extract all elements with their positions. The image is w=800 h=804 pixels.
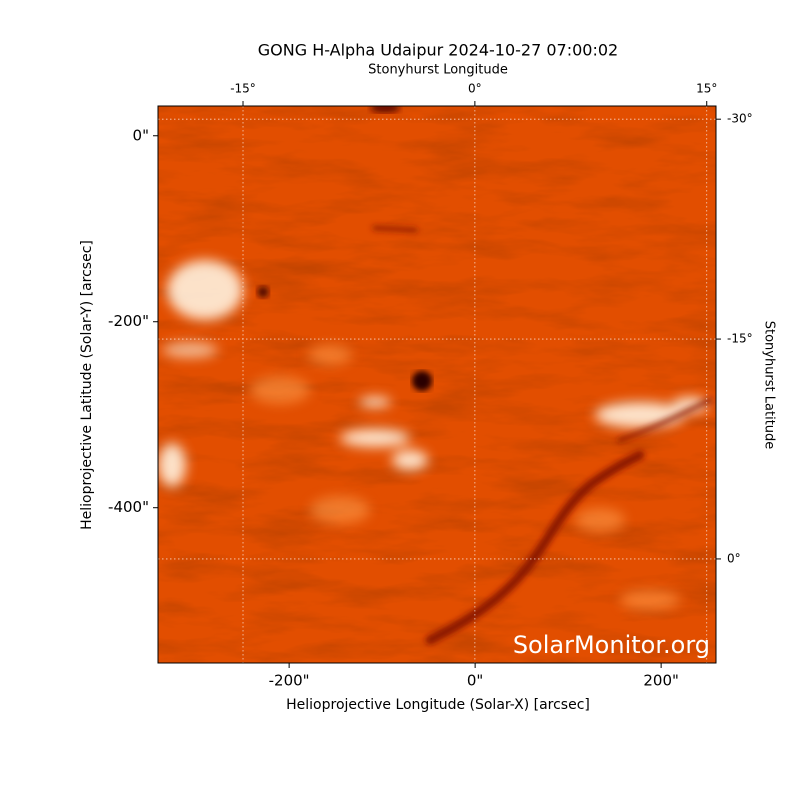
y-tick-label: -200" [108, 312, 149, 330]
y-tick-label: -400" [108, 498, 149, 516]
x-tick-label: 0" [467, 672, 483, 690]
x-tick-label: -200" [269, 672, 310, 690]
axes: -200" 0" 200" 0" -200" -400" -15° 0° 15° 0° -15° -3… [108, 82, 753, 690]
title: GONG H-Alpha Udaipur 2024-10-27 07:00:02 [258, 41, 618, 60]
y2-label: Stonyhurst Latitude [762, 321, 777, 450]
solar-image [158, 106, 716, 663]
y2-tick-label: -15° [727, 332, 753, 346]
x-tick-label: 200" [643, 672, 679, 690]
x2-tick-label: 15° [696, 82, 717, 96]
y2-tick-label: -30° [727, 112, 753, 126]
x-label: Helioprojective Longitude (Solar-X) [arc… [286, 697, 590, 713]
watermark: SolarMonitor.org [513, 631, 710, 659]
plot-frame [157, 105, 717, 664]
y2-tick-label: 0° [727, 551, 741, 565]
x2-tick-label: -15° [230, 82, 256, 96]
y-tick-label: 0" [133, 126, 149, 144]
x2-label: Stonyhurst Longitude [368, 63, 508, 78]
x2-tick-label: 0° [468, 82, 482, 96]
y-label: Helioprojective Latitude (Solar-Y) [arcs… [79, 240, 95, 530]
